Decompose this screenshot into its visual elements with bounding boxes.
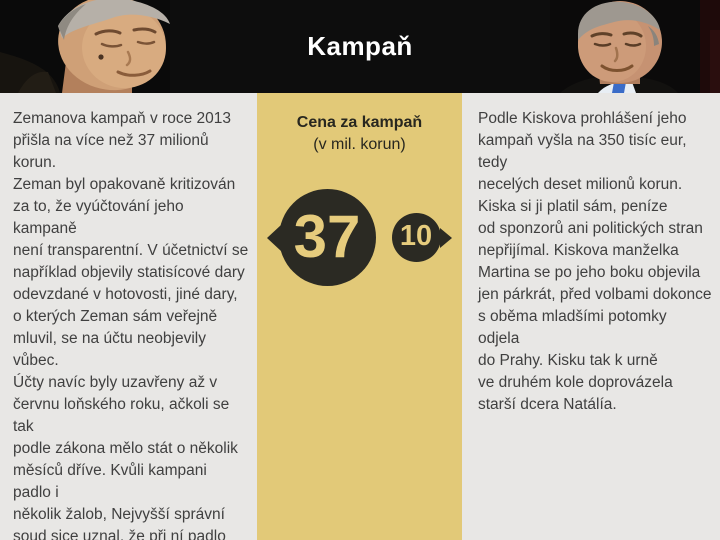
cost-bubbles: 37 10 <box>257 189 462 286</box>
pointer-right-icon <box>439 227 452 248</box>
pointer-left-icon <box>266 224 281 251</box>
campaign-cost-chart: Cena za kampaň (v mil. korun) 37 10 <box>257 93 462 540</box>
kiska-cost-bubble: 10 <box>391 213 452 262</box>
kiska-panel: Podle Kiskova prohlášení jeho kampaň vyš… <box>462 93 720 540</box>
zeman-campaign-text: Zemanova kampaň v roce 2013 přišla na ví… <box>13 110 249 540</box>
chart-unit-label: (v mil. korun) <box>313 136 406 153</box>
kiska-portrait-photo <box>550 0 720 93</box>
zeman-cost-value: 37 <box>293 203 361 270</box>
header: Kampaň <box>0 0 720 93</box>
main-columns: Zemanova kampaň v roce 2013 přišla na ví… <box>0 93 720 540</box>
kiska-cost-value: 10 <box>399 220 433 252</box>
page-title: Kampaň <box>307 31 413 61</box>
zeman-panel: Zemanova kampaň v roce 2013 přišla na ví… <box>0 93 257 540</box>
zeman-portrait-photo <box>0 0 170 93</box>
zeman-cost-bubble: 37 <box>266 189 376 286</box>
chart-title: Cena za kampaň <box>296 114 423 131</box>
kiska-campaign-text: Podle Kiskova prohlášení jeho kampaň vyš… <box>478 110 712 413</box>
